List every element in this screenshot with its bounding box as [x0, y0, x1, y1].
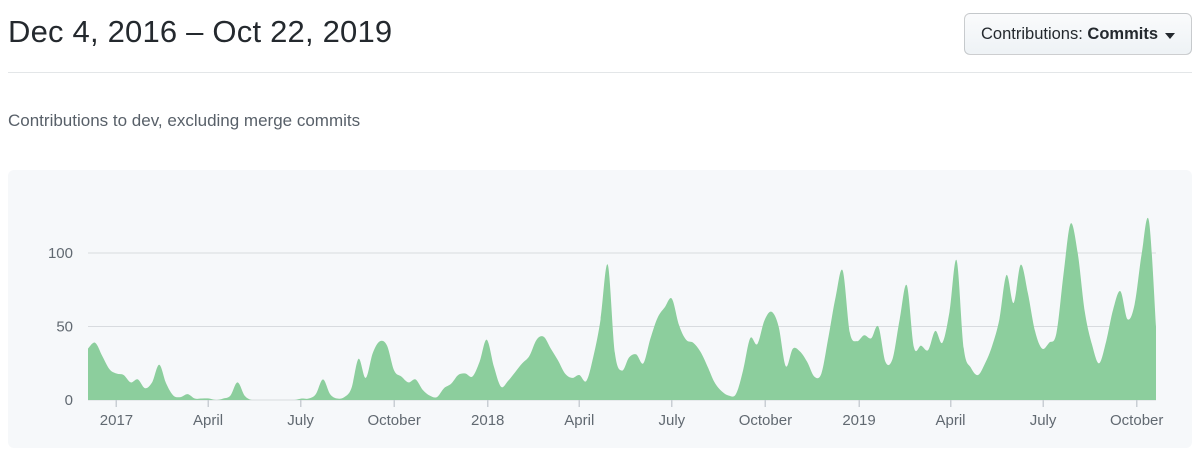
x-axis-label: 2018 [471, 412, 504, 429]
page-header: Dec 4, 2016 – Oct 22, 2019 Contributions… [8, 0, 1192, 55]
y-axis-label: 0 [65, 392, 73, 409]
caret-down-icon [1165, 33, 1175, 39]
x-axis-label: July [287, 412, 314, 429]
x-axis-label: July [658, 412, 685, 429]
x-axis-label: 2017 [100, 412, 133, 429]
x-axis-label: April [936, 412, 966, 429]
contributions-filter-button[interactable]: Contributions: Commits [964, 13, 1192, 55]
commits-area-series [88, 217, 1156, 400]
contributions-chart-card: 0 50 100 2017 April July October 2018 April July O… [8, 170, 1192, 448]
date-range-title: Dec 4, 2016 – Oct 22, 2019 [8, 14, 393, 49]
x-axis-label: October [367, 412, 420, 429]
x-axis-label: October [739, 412, 792, 429]
contributions-area-chart[interactable]: 0 50 100 2017 April July October 2018 April July O… [8, 170, 1192, 448]
filter-button-value: Commits [1087, 25, 1158, 43]
x-axis-label: 2019 [842, 412, 875, 429]
filter-button-prefix: Contributions: [981, 25, 1083, 43]
x-axis-label: April [193, 412, 223, 429]
header-divider [8, 72, 1192, 73]
x-axis-label: July [1030, 412, 1057, 429]
y-axis-label: 100 [48, 245, 73, 262]
chart-subtitle: Contributions to dev, excluding merge co… [8, 111, 361, 130]
x-axis-label: April [564, 412, 594, 429]
contributions-page: Dec 4, 2016 – Oct 22, 2019 Contributions… [8, 0, 1192, 448]
y-axis-label: 50 [56, 319, 73, 336]
x-axis-label: October [1110, 412, 1163, 429]
